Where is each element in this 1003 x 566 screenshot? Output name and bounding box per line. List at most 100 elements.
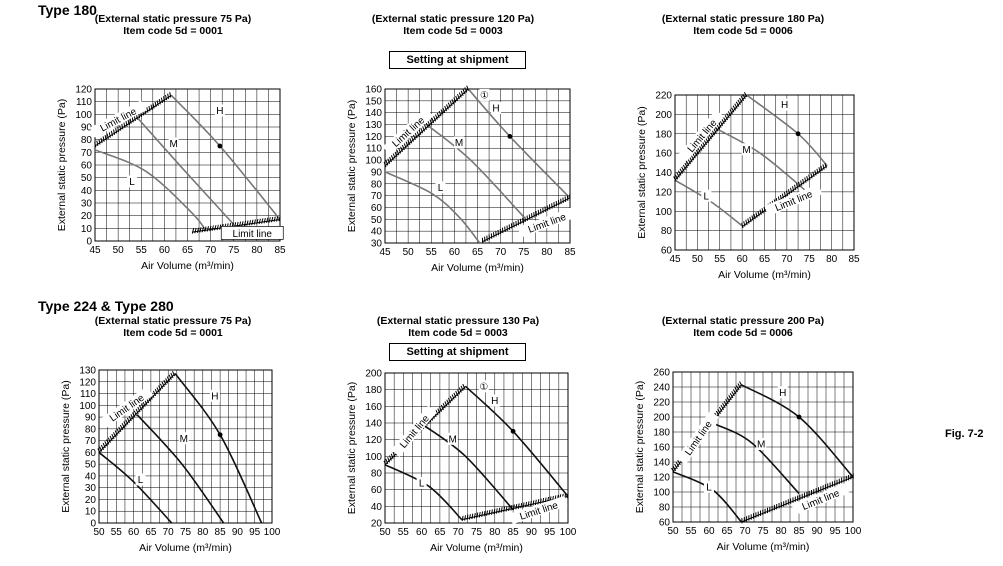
curve-label: L [129, 177, 135, 188]
y-tick-label: 200 [653, 413, 670, 424]
y-tick-label: 60 [371, 203, 383, 214]
annotation-bg [178, 432, 189, 445]
y-tick-label: 60 [371, 485, 383, 496]
curve-label: H [492, 103, 499, 114]
x-tick-label: 70 [495, 247, 507, 258]
y-tick-label: 180 [365, 385, 382, 396]
limit-line-label: Limit line [683, 419, 715, 458]
x-axis-label: Air Volume (m³/min) [139, 542, 232, 554]
y-tick-label: 240 [653, 383, 670, 394]
limit-line-1-hatch [94, 92, 172, 148]
y-tick-label: 100 [365, 452, 382, 463]
y-tick-label: 120 [365, 435, 382, 446]
y-tick-label: 150 [365, 96, 382, 107]
plot-area: 45 50 55 60 65 70 75 80 853040506070809010011012… [346, 85, 576, 275]
y-tick-label: 120 [653, 473, 670, 484]
x-axis-label: Air Volume (m³/min) [431, 262, 524, 274]
y-tick-label: 40 [85, 471, 97, 482]
x-tick-label: 85 [215, 527, 227, 538]
curve-label: M [169, 139, 177, 150]
y-axis-label: External static pressure (Pa) [634, 381, 646, 513]
chart-4-subtitle: Item code 5d = 0001 [123, 327, 223, 339]
x-tick-label: 80 [197, 527, 209, 538]
operating-point [795, 131, 801, 137]
x-tick-label: 50 [403, 247, 415, 258]
x-tick-label: 65 [472, 247, 484, 258]
annotation-bg [382, 107, 434, 155]
series-m-curve [136, 116, 235, 226]
chart-1-title: (External static pressure 75 Pa) Item co… [58, 13, 288, 37]
y-tick-label: 80 [85, 424, 97, 435]
annotation-bg [678, 109, 725, 162]
x-tick-label: 95 [249, 527, 261, 538]
x-tick-label: 65 [759, 254, 771, 265]
x-tick-label: 100 [845, 526, 862, 537]
y-tick-label: 40 [371, 502, 383, 513]
y-tick-label: 20 [371, 519, 383, 530]
limit-line-2-hatch [481, 194, 571, 244]
annotation-bg [704, 480, 714, 493]
limit-line-2-base [481, 197, 571, 243]
x-tick-label: 65 [434, 527, 446, 538]
chart-5-title-line: (External static pressure 130 Pa) [376, 315, 540, 327]
chart-4-title: (External static pressure 75 Pa) Item co… [58, 315, 288, 339]
figure-label: Fig. 7-2 [945, 428, 984, 440]
curve-label: H [779, 388, 786, 399]
x-tick-label: 75 [471, 527, 483, 538]
curve-label: M [180, 434, 188, 445]
y-tick-label: 80 [81, 135, 93, 146]
curve-label: L [704, 191, 710, 202]
y-tick-label: 130 [79, 366, 96, 377]
limit-line-2-hatch [461, 492, 569, 522]
chart-2-shipment-label: Setting at shipment [389, 51, 526, 69]
curve-label: H [216, 106, 223, 117]
y-tick-label: 70 [81, 148, 93, 159]
annotation-bg [214, 104, 225, 117]
series-l-curve [385, 463, 463, 521]
y-tick-label: 100 [79, 401, 96, 412]
annotation-bg [454, 136, 464, 149]
y-tick-label: 140 [365, 419, 382, 430]
y-tick-label: 110 [76, 97, 92, 108]
x-tick-label: 75 [804, 254, 816, 265]
x-tick-label: 60 [128, 527, 140, 538]
x-tick-label: 80 [826, 254, 838, 265]
x-tick-label: 60 [449, 247, 461, 258]
annotation-bg [517, 207, 576, 238]
x-tick-label: 55 [426, 247, 438, 258]
series-h-curve [741, 384, 853, 478]
x-tick-label: 50 [93, 527, 105, 538]
limit-line-1-hatch [673, 91, 748, 182]
x-tick-label: 45 [89, 245, 101, 256]
x-tick-label: 65 [182, 245, 194, 256]
x-tick-label: 65 [721, 526, 733, 537]
chart-5-title: (External static pressure 130 Pa) Item c… [343, 315, 573, 339]
y-tick-label: 220 [653, 398, 670, 409]
x-tick-label: 80 [251, 245, 263, 256]
y-tick-label: 120 [365, 132, 382, 143]
series-l-curve [673, 471, 743, 522]
x-tick-label: 55 [714, 254, 726, 265]
x-tick-label: 60 [416, 527, 428, 538]
x-tick-label: 70 [163, 527, 175, 538]
x-tick-label: 70 [205, 245, 217, 256]
curve-label: L [438, 183, 444, 194]
operating-point [217, 143, 223, 149]
x-axis-label: Air Volume (m³/min) [430, 542, 523, 554]
y-tick-label: 60 [659, 518, 671, 529]
x-tick-label: 55 [398, 527, 410, 538]
y-tick-label: 30 [81, 199, 93, 210]
y-tick-label: 140 [365, 108, 382, 119]
curve-label: M [757, 440, 765, 451]
annotation-bg [391, 405, 437, 457]
limit-line-1-hatch [383, 85, 470, 168]
y-tick-label: 260 [653, 368, 670, 379]
annotation-bg [479, 88, 490, 101]
chart-1-title-line: (External static pressure 75 Pa) [94, 13, 252, 25]
y-tick-label: 80 [659, 503, 671, 514]
curve-label: L [138, 475, 144, 486]
x-tick-label: 70 [453, 527, 465, 538]
x-tick-label: 85 [508, 527, 520, 538]
y-tick-label: 90 [81, 123, 93, 134]
